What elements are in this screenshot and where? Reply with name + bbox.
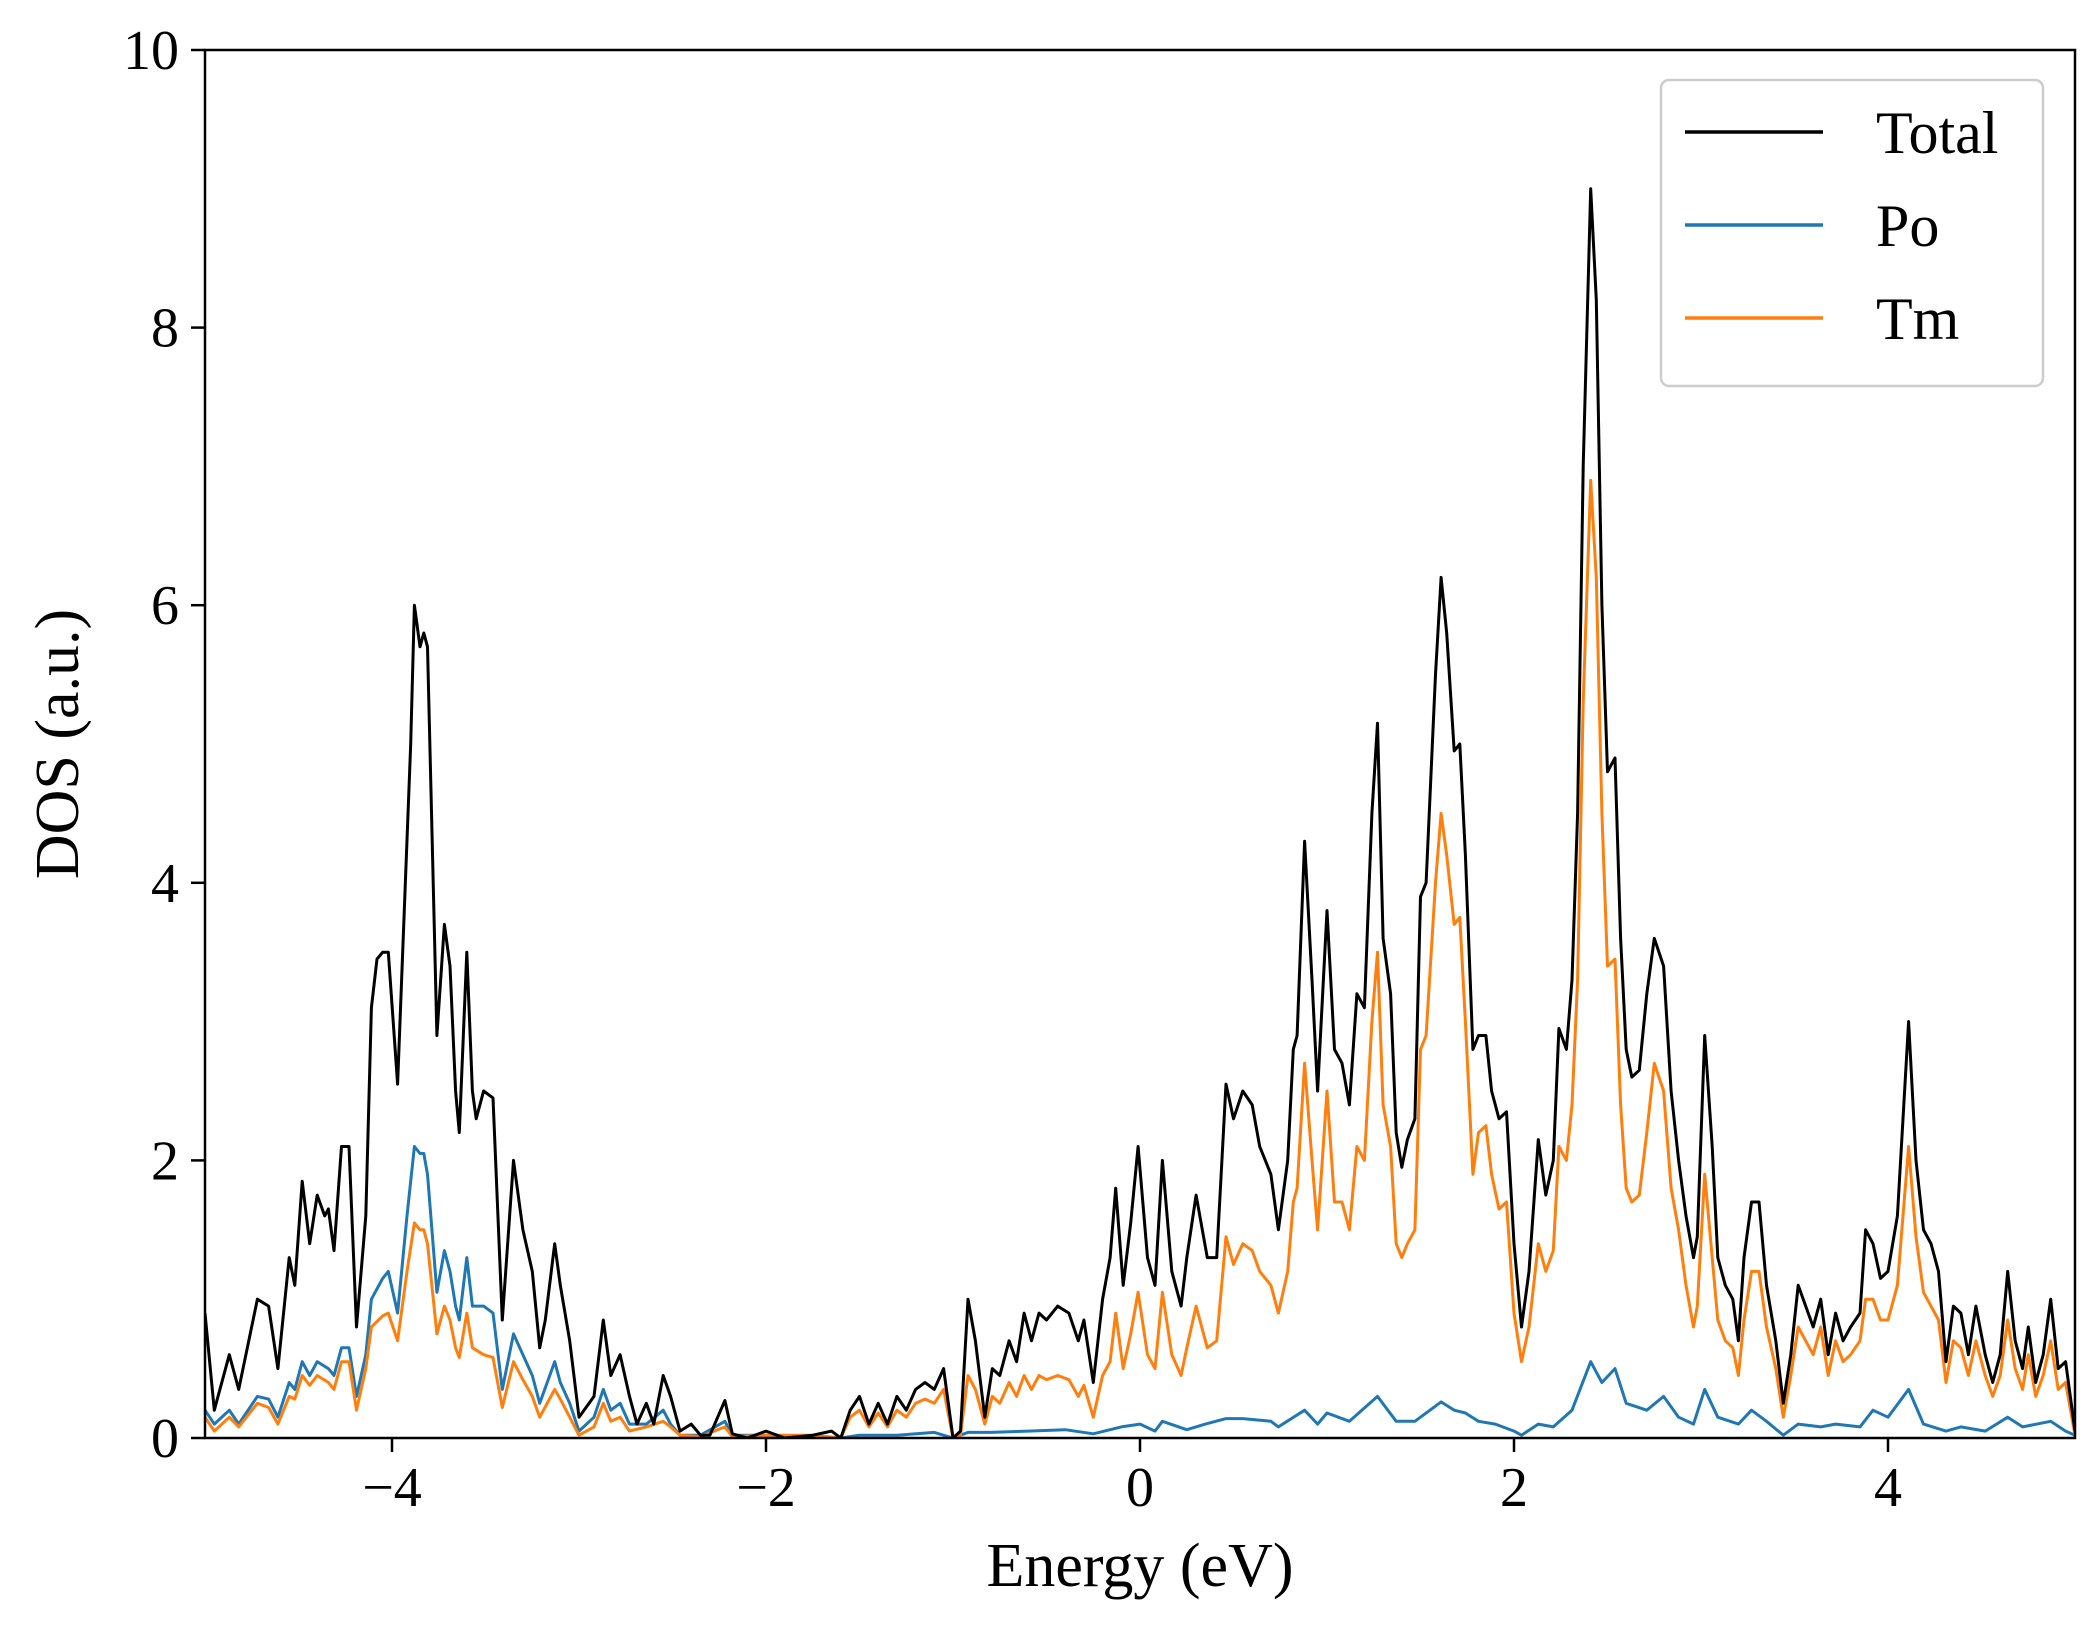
series-layer (205, 187, 2075, 1438)
x-tick-label: −2 (736, 1457, 796, 1519)
x-tick-label: 0 (1126, 1457, 1154, 1519)
legend-label-po: Po (1876, 193, 1939, 259)
series-line-total (205, 187, 2075, 1438)
x-tick-label: 4 (1874, 1457, 1902, 1519)
y-axis-ticks: 0 2 4 6 8 10 (123, 20, 205, 1470)
x-axis-ticks: −4 −2 0 2 4 (362, 1438, 1902, 1519)
y-axis-label: DOS (a.u.) (24, 609, 92, 879)
y-tick-label: 4 (151, 853, 179, 915)
legend: Total Po Tm (1659, 78, 2045, 388)
y-tick-label: 0 (151, 1408, 179, 1470)
y-tick-label: 2 (151, 1130, 179, 1192)
series-line-po (205, 1145, 2075, 1438)
x-tick-label: −4 (362, 1457, 422, 1519)
legend-label-tm: Tm (1876, 286, 1959, 352)
y-tick-label: 10 (123, 20, 179, 82)
y-tick-label: 6 (151, 575, 179, 637)
y-tick-label: 8 (151, 298, 179, 360)
x-tick-label: 2 (1500, 1457, 1528, 1519)
legend-box (1659, 78, 2045, 388)
series-line-tm (205, 478, 2075, 1438)
x-axis-label: Energy (eV) (986, 1532, 1293, 1600)
legend-label-total: Total (1876, 100, 1998, 166)
